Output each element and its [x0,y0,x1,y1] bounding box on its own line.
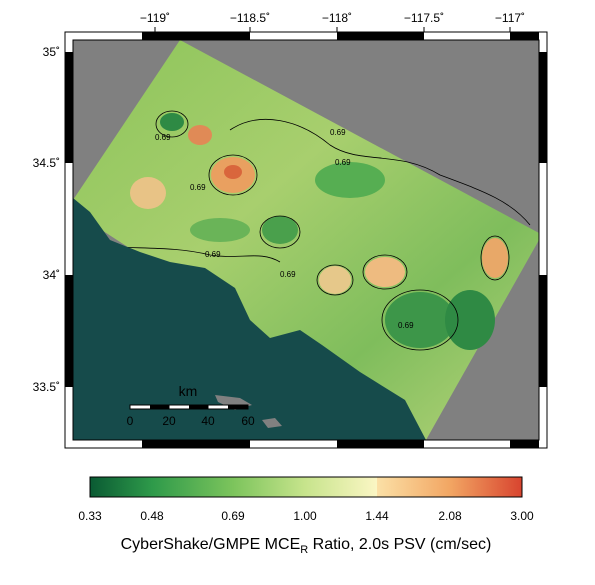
frame-seg [337,32,424,40]
patch [224,165,242,179]
title-sub: R [300,544,308,556]
frame-seg [65,52,73,163]
cb-seg [152,477,233,497]
patch [319,266,351,294]
contour-label: 0.69 [205,250,221,259]
contour-label: 0.69 [330,128,346,137]
scale-label: 40 [201,414,215,428]
title-rest: Ratio, 2.0s PSV (cm/sec) [308,536,491,553]
axis-labels: −119˚ −118.5˚ −118˚ −117.5˚ −117˚ 35˚ 34.5˚ 34˚… [33,11,525,394]
contour [381,289,459,351]
x-tick-label: −117˚ [495,11,525,25]
island [262,418,282,428]
ratio-patches [130,113,508,350]
scale-segment [228,405,248,409]
frame-seg [337,440,424,448]
y-tick-label: 33.5˚ [33,380,60,394]
scale-title: km [179,383,198,399]
x-tick-label: −117.5˚ [404,11,444,25]
colorbar-label: 1.44 [365,509,389,523]
patch [160,113,184,131]
scale-segment [150,405,170,409]
cb-seg [233,477,305,497]
cb-seg [90,477,152,497]
scale-label: 20 [162,414,176,428]
colorbar-label: 3.00 [510,509,534,523]
cb-seg [305,477,377,497]
frame-seg [510,440,539,448]
frame-seg [539,52,547,163]
title-main: CyberShake/GMPE MCE [121,536,301,553]
scale-labels: 0 20 40 60 [127,414,255,428]
cb-outline [89,476,523,498]
contour-label: 0.69 [335,158,351,167]
scale-label: 0 [127,414,134,428]
contour-labels: 0.69 0.69 0.69 0.69 0.69 0.69 0.69 [155,128,414,330]
colorbar-label: 0.33 [78,509,102,523]
colorbar-label: 0.48 [140,509,164,523]
x-tick-label: −118.5˚ [230,11,270,25]
frame-seg [142,440,250,448]
colorbar [89,476,523,498]
y-tick-label: 34.5˚ [33,156,60,170]
frame-seg [65,275,73,387]
patch [365,257,405,287]
y-tick-label: 35˚ [43,45,60,59]
colorbar-title: CyberShake/GMPE MCER Ratio, 2.0s PSV (cm… [121,536,492,556]
colorbar-label: 2.08 [438,509,462,523]
patch [482,238,508,278]
contour-label: 0.69 [280,270,296,279]
frame-outer [64,31,548,449]
patch [188,125,212,145]
patch [130,177,166,209]
contour-label: 0.69 [190,183,206,192]
contour-label: 0.69 [398,321,414,330]
contour [259,215,301,249]
scale-bar [129,404,249,410]
patch [445,290,495,350]
contour [480,235,510,281]
x-tick-label: −118˚ [322,11,352,25]
colorbar-label: 0.69 [221,509,245,523]
contour-label: 0.69 [155,133,171,142]
frame-seg [142,32,250,40]
patch [385,292,455,348]
contour [362,254,408,290]
frame-inner [72,39,540,441]
contours [94,110,531,351]
contour [229,118,531,226]
contour [155,110,189,138]
cb-seg [450,477,522,497]
patch [315,162,385,198]
y-tick-label: 34˚ [43,268,60,282]
ocean [73,198,426,440]
colorbar-label: 1.00 [293,509,317,523]
frame-seg [510,32,539,40]
scale-label: 60 [241,414,255,428]
colorbar-labels: 0.33 0.48 0.69 1.00 1.44 2.08 3.00 [78,509,534,523]
frame-segments [65,32,547,448]
contour [316,264,354,296]
patch [190,218,250,242]
cb-seg [377,477,450,497]
patch [262,216,298,244]
scale-segment [189,405,209,409]
x-tick-label: −119˚ [140,11,170,25]
frame-seg [539,275,547,387]
contour [208,154,258,196]
